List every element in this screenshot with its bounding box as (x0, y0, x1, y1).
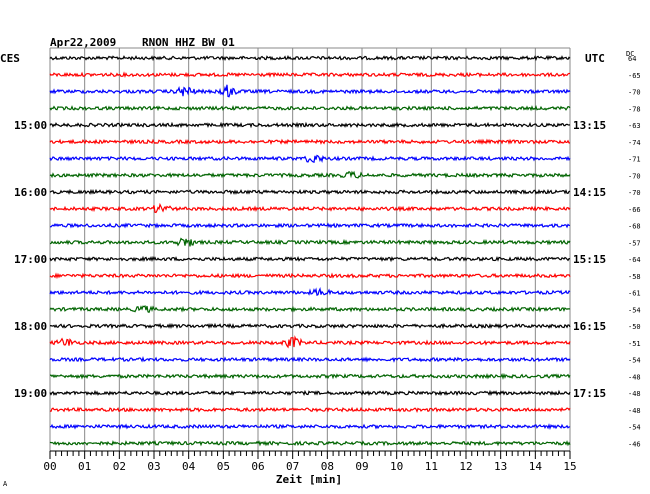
dc-offset-label: -48 (628, 373, 641, 381)
right-time-label: 17:15 (573, 387, 606, 400)
left-time-label: 19:00 (14, 387, 47, 400)
left-time-label: 15:00 (14, 119, 47, 132)
trace-line (49, 71, 571, 79)
x-tick-label: 02 (113, 460, 126, 473)
dc-offset-label: -48 (628, 407, 641, 415)
dc-offset-label: -50 (628, 323, 641, 331)
trace-line (49, 305, 571, 314)
trace-line (49, 335, 571, 349)
dc-offset-label: -71 (628, 156, 641, 164)
x-axis: 00 01 02 03 04 05 06 07 08 09 10 11 12 13 14 15 (43, 450, 577, 473)
dc-offset-label: -66 (628, 206, 641, 214)
right-time-label: 16:15 (573, 320, 606, 333)
trace-line (49, 222, 571, 229)
dc-offset-label: -54 (628, 357, 641, 365)
dc-label: DC (626, 50, 634, 58)
x-tick-label: 12 (459, 460, 472, 473)
x-tick-label: 07 (286, 460, 299, 473)
trace-line (49, 170, 571, 179)
right-time-label: 14:15 (573, 186, 606, 199)
right-time-label: 15:15 (573, 253, 606, 266)
right-time-label: 13:15 (573, 119, 606, 132)
station-label: RNON HHZ BW 01 (142, 36, 235, 49)
trace-group (49, 55, 571, 447)
x-tick-label: 06 (251, 460, 264, 473)
dc-offset-label: -46 (628, 440, 641, 448)
dc-offset-label: -78 (628, 105, 641, 113)
trace-line (49, 104, 571, 112)
left-time-label: 16:00 (14, 186, 47, 199)
trace-line (49, 389, 571, 397)
x-tick-label: 14 (529, 460, 543, 473)
dc-offset-label: -74 (628, 139, 641, 147)
dc-offset-label: -54 (628, 306, 641, 314)
right-timezone-label: UTC (585, 52, 605, 65)
trace-line (49, 188, 571, 196)
trace-line (49, 55, 571, 62)
trace-line (49, 255, 571, 263)
date-label: Apr22,2009 (50, 36, 116, 49)
footnote-label: A (3, 480, 8, 488)
trace-line (49, 237, 571, 247)
trace-line (49, 286, 571, 297)
dc-offset-label: -51 (628, 340, 641, 348)
trace-line (49, 84, 571, 98)
trace-line (49, 138, 571, 146)
dc-offset-label: -70 (628, 189, 641, 197)
trace-line (49, 154, 571, 164)
dc-offset-label: -48 (628, 390, 641, 398)
x-tick-label: 01 (78, 460, 91, 473)
x-tick-label: 00 (43, 460, 56, 473)
x-tick-label: 11 (425, 460, 438, 473)
left-time-label: 17:00 (14, 253, 47, 266)
dc-offset-label: -57 (628, 239, 641, 247)
dc-offset-label: -70 (628, 89, 641, 97)
left-time-labels: 15:00 16:00 17:00 18:00 19:00 (14, 119, 47, 400)
right-time-labels: 13:15 14:15 15:15 16:15 17:15 (573, 119, 606, 400)
trace-line (49, 121, 571, 129)
dc-offset-labels: 64 -65 -70 -78 -63 -74 -71 -70 -70 -66 -68 -57 -64 -5… (628, 55, 641, 448)
x-tick-label: 09 (355, 460, 368, 473)
dc-offset-label: -58 (628, 273, 641, 281)
left-timezone-label: CES (0, 52, 20, 65)
left-time-label: 18:00 (14, 320, 47, 333)
x-tick-label: 15 (563, 460, 576, 473)
x-tick-label: 04 (182, 460, 196, 473)
trace-line (49, 372, 571, 380)
x-tick-label: 03 (147, 460, 160, 473)
trace-line (49, 355, 571, 363)
x-tick-label: 05 (217, 460, 230, 473)
trace-line (49, 202, 571, 214)
dc-offset-label: -61 (628, 290, 641, 298)
trace-line (49, 440, 571, 447)
x-tick-label: 10 (390, 460, 403, 473)
dc-offset-label: -65 (628, 72, 641, 80)
x-tick-label: 13 (494, 460, 507, 473)
trace-line (49, 406, 571, 413)
dc-offset-label: -70 (628, 172, 641, 180)
dc-offset-label: -64 (628, 256, 641, 264)
trace-line (49, 423, 571, 430)
dc-offset-label: -63 (628, 122, 641, 130)
trace-line (49, 322, 571, 330)
dc-offset-label: -54 (628, 424, 641, 432)
dc-offset-label: -68 (628, 223, 641, 231)
grid-lines (49, 47, 571, 451)
dc-offset-label: 64 (628, 55, 636, 63)
trace-line (49, 272, 571, 280)
x-axis-title: Zeit [min] (276, 473, 342, 486)
x-tick-label: 08 (321, 460, 334, 473)
